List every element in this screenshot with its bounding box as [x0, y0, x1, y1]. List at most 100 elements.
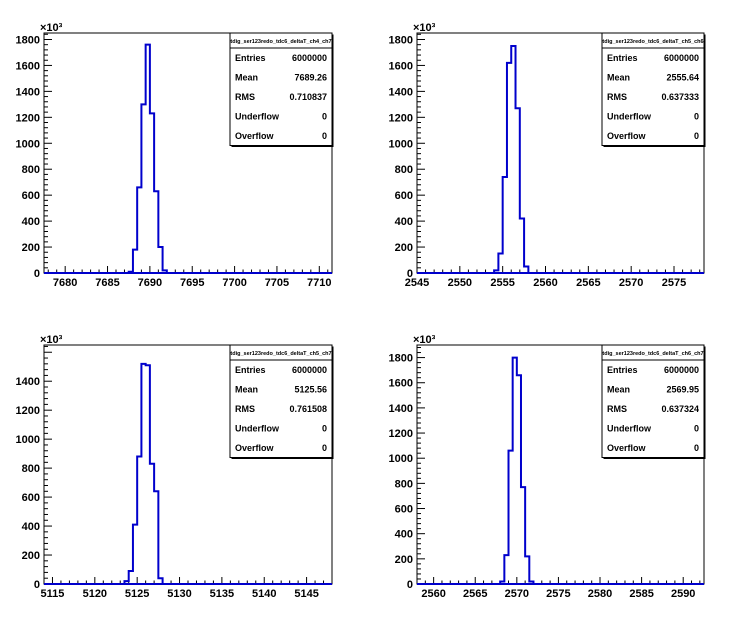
- y-tick-label: 1000: [16, 138, 40, 150]
- histogram-bin: [154, 491, 158, 584]
- y-tick-label: 400: [22, 216, 40, 228]
- histogram-bin: [129, 571, 133, 584]
- x-tick-label: 2580: [588, 588, 612, 600]
- y-tick-label: 400: [395, 216, 413, 228]
- y-multiplier-label: ×10³: [413, 334, 436, 346]
- histogram-bin: [154, 191, 158, 273]
- x-tick-label: 2590: [671, 588, 695, 600]
- stats-label: Overflow: [235, 131, 275, 141]
- stats-box-title: tdig_ser123redo_tdc6_deltaT_ch5_ch7: [230, 351, 331, 357]
- y-tick-label: 1200: [16, 405, 40, 417]
- x-tick-label: 5130: [167, 588, 191, 600]
- histogram-bin: [516, 108, 520, 273]
- stats-value: 0: [694, 443, 699, 453]
- stats-label: Underflow: [235, 423, 280, 433]
- x-tick-label: 2560: [421, 588, 445, 600]
- histogram-bin: [511, 46, 515, 273]
- histogram-bin: [124, 581, 128, 584]
- y-tick-label: 1000: [389, 138, 413, 150]
- histogram-pad-2: 5115 5120 5125 5130 5135 5140 5145 0 200 400 600 80…: [16, 334, 334, 600]
- x-tick-label: 7710: [307, 277, 331, 289]
- histogram-pad-1: 2545 2550 2555 2560 2565 2570 2575 0 200 400 600 80…: [389, 22, 706, 289]
- x-tick-label: 2570: [505, 588, 529, 600]
- histogram-bin: [137, 457, 141, 584]
- stats-label: Entries: [607, 53, 638, 63]
- stats-label: Entries: [607, 365, 638, 375]
- histogram-bin: [500, 581, 504, 584]
- stats-label: RMS: [607, 92, 627, 102]
- x-tick-label: 5115: [41, 588, 65, 600]
- y-tick-label: 1600: [389, 378, 413, 390]
- stats-label: Underflow: [607, 111, 652, 121]
- histogram-bin: [150, 464, 154, 584]
- x-tick-label: 5125: [125, 588, 149, 600]
- stats-value: 0.761508: [289, 404, 327, 414]
- stats-label: RMS: [235, 92, 255, 102]
- y-tick-label: 1400: [389, 86, 413, 98]
- histogram-bin: [498, 254, 502, 273]
- x-tick-label: 2545: [405, 277, 429, 289]
- y-multiplier-label: ×10³: [413, 22, 436, 34]
- x-tick-label: 5140: [252, 588, 276, 600]
- stats-box-title: tdig_ser123redo_tdc6_deltaT_ch5_ch6: [602, 39, 703, 45]
- histogram-bin: [146, 45, 150, 273]
- histogram-series: [127, 43, 168, 273]
- histogram-bin: [503, 177, 507, 273]
- stats-value: 0: [694, 423, 699, 433]
- histogram-bin: [507, 63, 511, 273]
- y-tick-label: 1200: [16, 112, 40, 124]
- stats-label: Entries: [235, 53, 266, 63]
- stats-box: [229, 32, 333, 146]
- y-tick-label: 1800: [389, 34, 413, 46]
- y-tick-label: 600: [395, 504, 413, 516]
- stats-value: 2555.64: [666, 72, 699, 82]
- stats-box-title: tdig_ser123redo_tdc6_deltaT_ch4_ch7: [230, 39, 331, 45]
- x-tick-label: 2550: [448, 277, 472, 289]
- x-tick-label: 2585: [629, 588, 653, 600]
- x-tick-label: 2575: [546, 588, 570, 600]
- histogram-bin: [525, 556, 529, 584]
- histogram-bin: [158, 247, 162, 273]
- y-tick-label: 800: [395, 478, 413, 490]
- histogram-bin: [513, 358, 517, 584]
- stats-value: 6000000: [664, 53, 699, 63]
- histogram-bin: [133, 250, 137, 273]
- stats-label: Entries: [235, 365, 266, 375]
- x-tick-label: 2570: [619, 277, 643, 289]
- y-tick-label: 1400: [16, 86, 40, 98]
- stats-label: RMS: [607, 404, 627, 414]
- y-tick-label: 600: [22, 190, 40, 202]
- y-tick-label: 1000: [16, 434, 40, 446]
- y-tick-label: 600: [22, 492, 40, 504]
- x-tick-label: 5120: [83, 588, 107, 600]
- histogram-bin: [529, 581, 533, 584]
- stats-label: Mean: [607, 384, 630, 394]
- y-multiplier-label: ×10³: [40, 334, 63, 346]
- histogram-bin: [150, 113, 154, 273]
- histogram-bin: [517, 375, 521, 584]
- stats-value: 0.710837: [289, 92, 327, 102]
- stats-value: 7689.26: [294, 72, 327, 82]
- stats-label: Mean: [607, 72, 630, 82]
- stats-value: 0: [322, 423, 327, 433]
- stats-label: Underflow: [607, 423, 652, 433]
- stats-box: [229, 344, 333, 458]
- y-tick-label: 1200: [389, 112, 413, 124]
- histogram-bin: [520, 219, 524, 273]
- y-tick-label: 200: [395, 554, 413, 566]
- stats-label: Underflow: [235, 111, 280, 121]
- histogram-bin: [133, 525, 137, 584]
- x-tick-label: 5145: [294, 588, 318, 600]
- stats-box: [601, 344, 705, 458]
- stats-value: 0: [322, 131, 327, 141]
- stats-label: RMS: [235, 404, 255, 414]
- stats-box: [601, 32, 705, 146]
- x-tick-label: 7695: [180, 277, 204, 289]
- x-tick-label: 7700: [222, 277, 246, 289]
- y-tick-label: 800: [22, 164, 40, 176]
- histogram-series: [123, 362, 164, 584]
- y-tick-label: 800: [22, 463, 40, 475]
- y-tick-label: 1600: [16, 60, 40, 72]
- histogram-bin: [524, 267, 528, 273]
